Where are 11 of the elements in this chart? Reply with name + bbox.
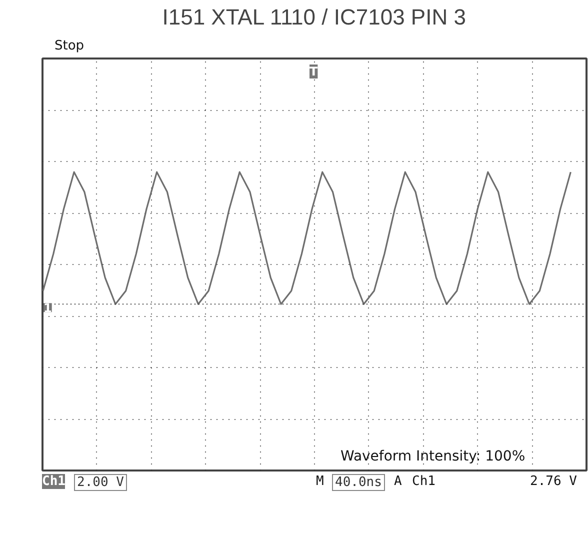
text: Stop	[54, 38, 84, 54]
text: 2.00 V	[74, 474, 127, 491]
text: Ch1	[412, 474, 436, 489]
text: Waveform Intensity: 100%	[340, 448, 526, 464]
text: 2.76 V	[530, 474, 577, 489]
text: 40.0ns	[332, 474, 385, 491]
chart-title: I151 XTAL 1110 / IC7103 PIN 3	[162, 4, 466, 30]
text: A	[394, 474, 402, 489]
text: Ch1	[42, 474, 66, 489]
text: M	[316, 474, 324, 489]
annotation: 1	[44, 301, 52, 316]
